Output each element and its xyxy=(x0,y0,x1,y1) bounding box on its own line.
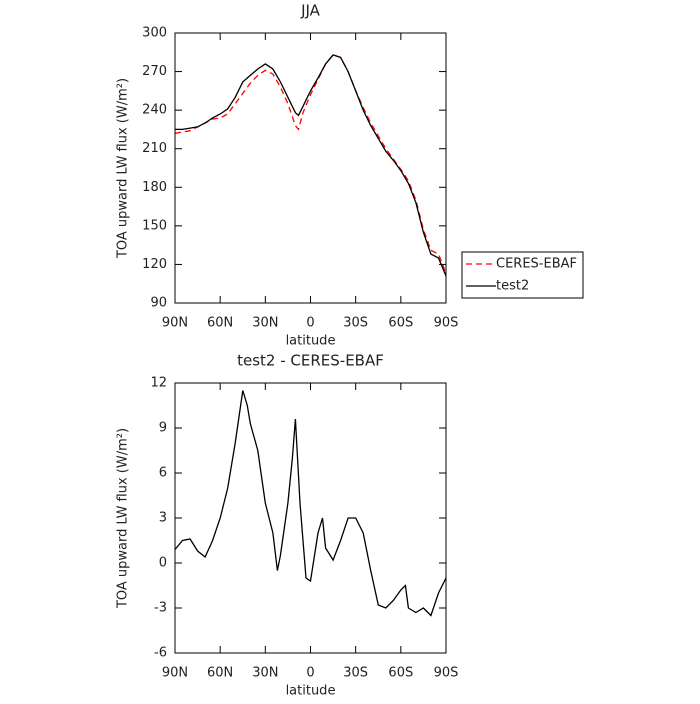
data-line xyxy=(175,54,447,277)
plot-frame xyxy=(174,32,447,304)
x-tick-label: 30N xyxy=(252,666,278,681)
chart-title: test2 - CERES-EBAF xyxy=(237,352,384,370)
x-tick-label: 60S xyxy=(388,316,413,331)
y-tick-label: -6 xyxy=(154,646,167,661)
y-tick-label: 12 xyxy=(150,376,167,391)
y-tick-label: 120 xyxy=(142,257,167,272)
legend-label: CERES-EBAF xyxy=(496,257,577,272)
y-tick-label: 180 xyxy=(142,180,167,195)
x-tick-label: 0 xyxy=(306,316,314,331)
x-tick-label: 30S xyxy=(343,316,368,331)
y-tick-label: 9 xyxy=(159,421,167,436)
x-tick-label: 60S xyxy=(388,666,413,681)
chart-title: JJA xyxy=(300,2,321,20)
y-tick-label: 300 xyxy=(142,26,167,41)
x-tick-label: 30S xyxy=(343,666,368,681)
plot-frame xyxy=(174,382,447,654)
y-tick-label: 6 xyxy=(159,466,167,481)
y-axis-label: TOA upward LW flux (W/m²) xyxy=(116,78,131,259)
data-line xyxy=(174,390,447,617)
data-line xyxy=(174,54,447,274)
y-tick-label: 3 xyxy=(159,511,167,526)
y-tick-label: 0 xyxy=(159,556,167,571)
x-tick-label: 30N xyxy=(252,316,278,331)
legend-label: test2 xyxy=(496,279,529,294)
x-axis-label: latitude xyxy=(286,684,336,699)
y-tick-label: -3 xyxy=(154,601,167,616)
x-tick-label: 60N xyxy=(207,666,233,681)
x-tick-label: 60N xyxy=(207,316,233,331)
y-tick-label: 90 xyxy=(150,296,167,311)
x-tick-label: 90N xyxy=(162,666,188,681)
y-tick-label: 270 xyxy=(142,64,167,79)
x-tick-label: 90S xyxy=(434,316,459,331)
x-axis-label: latitude xyxy=(286,334,336,349)
legend-box xyxy=(461,251,584,299)
x-tick-label: 0 xyxy=(306,666,314,681)
y-tick-label: 210 xyxy=(142,141,167,156)
y-tick-label: 240 xyxy=(142,103,167,118)
x-tick-label: 90S xyxy=(434,666,459,681)
x-tick-label: 90N xyxy=(162,316,188,331)
y-tick-label: 150 xyxy=(142,218,167,233)
y-axis-label: TOA upward LW flux (W/m²) xyxy=(116,428,131,609)
